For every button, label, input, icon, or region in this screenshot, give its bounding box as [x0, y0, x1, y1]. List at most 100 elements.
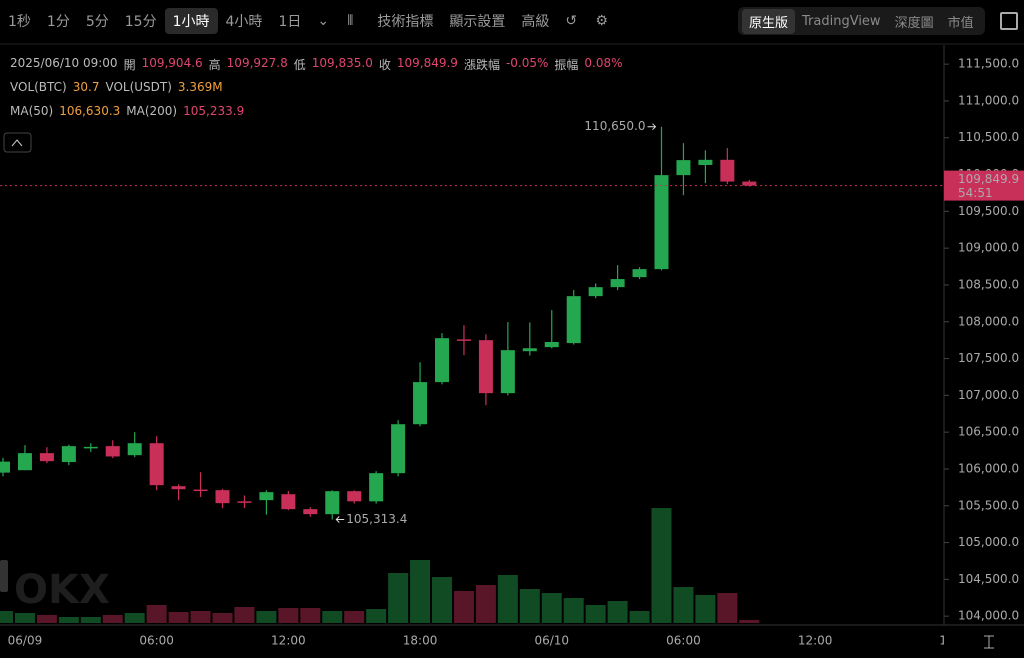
- interval-tab[interactable]: 1秒: [8, 14, 31, 30]
- interval-tab[interactable]: 5分: [85, 14, 109, 30]
- view-tab[interactable]: 原生版: [742, 8, 796, 34]
- ma-label: MA(50): [10, 104, 54, 118]
- annotation-label: 110,650.0: [584, 119, 645, 133]
- volume-bar: [585, 605, 606, 623]
- annotation-arrow: [335, 516, 345, 523]
- y-tick-label: 104,000.0: [958, 609, 1019, 623]
- candle-body: [281, 494, 296, 510]
- ma-value: 106,630.3: [59, 104, 121, 118]
- icon[interactable]: ⚙: [595, 13, 608, 29]
- y-tick-label: 104,500.0: [958, 572, 1019, 586]
- volume-bar: [278, 608, 299, 623]
- volume-bar: [739, 619, 760, 623]
- interval-tab[interactable]: 1日: [278, 14, 302, 30]
- volume-bar: [651, 508, 672, 623]
- volume-bar: [36, 615, 57, 623]
- view-switch: 原生版 TradingView 深度圖 市值: [738, 7, 985, 35]
- candle-body: [632, 269, 647, 278]
- collapse-button[interactable]: [3, 132, 32, 153]
- interval-tab[interactable]: 15分: [124, 14, 157, 30]
- volume-bar: [717, 593, 738, 623]
- volume-bar: [344, 611, 365, 623]
- candle-body: [347, 491, 362, 502]
- volume-bar: [629, 611, 650, 623]
- tool-button[interactable]: 顯示設置: [449, 14, 506, 30]
- volume-bar: [322, 611, 343, 623]
- view-tab[interactable]: TradingView: [802, 13, 881, 29]
- y-tick-label: 106,500.0: [958, 425, 1019, 439]
- legend-ohlc: 2025/06/10 09:00 開 109,904.6 高 109,927.8 低 109…: [10, 56, 623, 73]
- x-tick-label: 06/09: [8, 634, 43, 648]
- candle-body: [522, 348, 537, 352]
- stat-label: 漲跌幅: [463, 58, 500, 72]
- volume-bar: [673, 587, 694, 623]
- view-tab[interactable]: 市值: [947, 15, 974, 31]
- volume-bar: [541, 593, 562, 623]
- stat-value: 109,904.6: [141, 56, 203, 70]
- current-price-label: 109,849.9: [958, 172, 1019, 186]
- x-tick-label: 18: [939, 634, 954, 648]
- y-tick-label: 108,500.0: [958, 277, 1019, 291]
- candle-body: [413, 382, 428, 425]
- vol-value: 30.7: [72, 80, 100, 94]
- x-tick-label: 18:00: [403, 634, 438, 648]
- candle-body: [83, 446, 98, 449]
- candle-body: [742, 181, 757, 186]
- candle-body: [369, 473, 384, 502]
- candle-body: [0, 461, 10, 473]
- interval-tab[interactable]: 1分: [46, 14, 70, 30]
- volume-bar: [519, 589, 540, 623]
- volume-bar: [58, 617, 79, 623]
- y-tick-label: 111,500.0: [958, 57, 1019, 71]
- volume-bar: [256, 611, 277, 623]
- volume-bar: [0, 611, 13, 623]
- volume-bar: [563, 598, 584, 623]
- volume-bar: [497, 575, 518, 623]
- volume-bar: [14, 613, 35, 623]
- candle-body: [654, 175, 669, 270]
- volume-bar: [190, 611, 211, 623]
- volume-bar: [146, 605, 167, 623]
- candle-body: [566, 296, 581, 344]
- candle-body: [39, 453, 54, 462]
- tool-button[interactable]: 技術指標: [377, 14, 434, 30]
- candle-body: [303, 509, 318, 515]
- side-button[interactable]: [0, 560, 8, 592]
- candle-body: [237, 501, 252, 503]
- interval-tab[interactable]: 1小時: [164, 8, 218, 34]
- tool-button[interactable]: 高級: [521, 14, 550, 30]
- annotation-label: 105,313.4: [346, 512, 407, 526]
- volume-bar: [366, 609, 387, 623]
- volume-bar: [410, 560, 431, 623]
- stat-value: 109,849.9: [396, 56, 458, 70]
- candle-body: [676, 160, 691, 176]
- icon[interactable]: ⫴: [347, 13, 354, 29]
- y-tick-label: 105,500.0: [958, 498, 1019, 512]
- y-tick-label: 108,000.0: [958, 314, 1019, 328]
- stat-label: 振幅: [554, 58, 579, 72]
- interval-tab[interactable]: 4小時: [225, 14, 263, 30]
- fullscreen[interactable]: [1000, 12, 1018, 30]
- stat-label: 開: [123, 58, 136, 72]
- y-tick-label: 110,500.0: [958, 130, 1019, 144]
- candle-body: [171, 486, 186, 490]
- ma-label: MA(200): [126, 104, 178, 118]
- stat-label: 低: [293, 58, 306, 72]
- volume-bar: [124, 613, 145, 623]
- ma-value: 105,233.9: [183, 104, 245, 118]
- candle-body: [435, 338, 449, 383]
- current-price-box: [944, 170, 1024, 201]
- volume-bar: [388, 573, 409, 623]
- volume-bar: [234, 607, 255, 623]
- icon[interactable]: ⌄: [317, 13, 330, 29]
- stat-label: 收: [378, 58, 391, 72]
- stat-label: 高: [208, 58, 221, 72]
- candle-body: [259, 492, 274, 501]
- icon[interactable]: ↺: [565, 13, 578, 29]
- axis-reset[interactable]: [984, 635, 994, 649]
- view-tab[interactable]: 深度圖: [894, 15, 934, 31]
- candle-body: [215, 490, 230, 504]
- vol-label: VOL(USDT): [105, 80, 172, 94]
- legend-ma: MA(50) 106,630.3 MA(200) 105,233.9: [10, 104, 244, 118]
